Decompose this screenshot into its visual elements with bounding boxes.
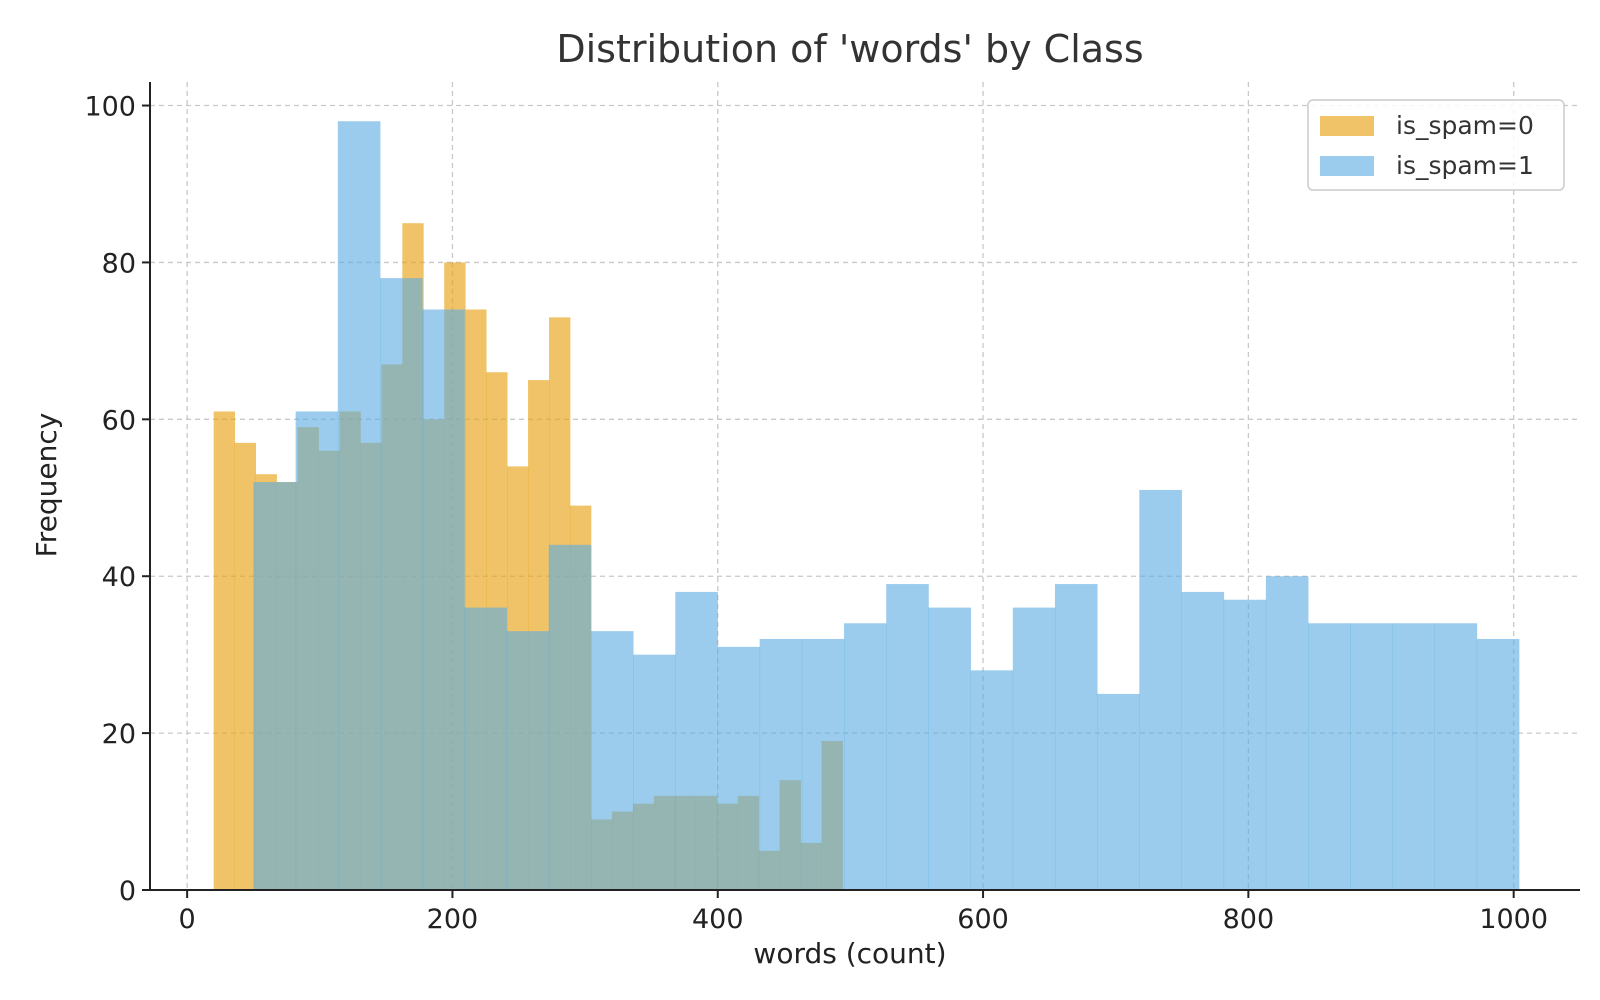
legend-item: is_spam=0 — [1320, 111, 1534, 140]
histogram-bar — [548, 544, 592, 890]
axes — [149, 82, 1580, 891]
x-tick-label: 1000 — [1479, 904, 1548, 935]
legend-swatch — [1320, 156, 1374, 176]
x-tick-label: 200 — [427, 904, 479, 935]
histogram-bar — [464, 607, 507, 890]
histogram-bar — [1265, 576, 1309, 890]
histogram-bar — [1476, 638, 1520, 890]
tick-labels: 0 200 400 600 800 1000 0 20 40 60 80 100 — [84, 92, 1548, 935]
x-tick-label: 400 — [692, 904, 744, 935]
histogram-bar — [253, 482, 297, 890]
histogram-bar — [422, 309, 465, 891]
legend: is_spam=0 is_spam=1 — [1307, 99, 1565, 191]
histogram-bar — [886, 584, 929, 890]
histogram-bar — [1097, 693, 1140, 890]
histogram-bar — [1139, 489, 1182, 890]
histogram-bar — [590, 631, 634, 890]
x-tick-label: 600 — [957, 904, 1009, 935]
histogram-bar — [717, 646, 761, 890]
y-axis-label: Frequency — [30, 413, 63, 558]
x-axis-label: words (count) — [753, 937, 946, 970]
histogram-bar — [1350, 623, 1393, 890]
histogram-bar — [801, 638, 845, 890]
legend-label: is_spam=1 — [1396, 151, 1534, 180]
histogram-bar — [970, 670, 1014, 890]
bars — [213, 121, 1520, 891]
histogram-bar — [234, 442, 256, 890]
histogram-bar — [1308, 623, 1351, 890]
histogram-bar — [844, 623, 887, 890]
y-tick-label: 100 — [84, 92, 136, 123]
histogram-bar — [1392, 623, 1436, 890]
histogram-bar — [1181, 591, 1225, 890]
histogram-bar — [633, 654, 676, 890]
histogram-bar — [1054, 584, 1098, 890]
histogram-bar — [295, 411, 339, 890]
legend-swatch — [1320, 116, 1374, 136]
histogram-bar — [928, 607, 971, 890]
histogram-bar — [506, 631, 550, 890]
y-tick-label: 60 — [102, 405, 136, 436]
y-tick-label: 40 — [102, 562, 136, 593]
y-tick-label: 20 — [102, 719, 136, 750]
y-tick-label: 0 — [119, 876, 136, 907]
legend-item: is_spam=1 — [1320, 151, 1534, 180]
histogram-bar — [759, 638, 803, 890]
histogram-bar — [1012, 607, 1056, 890]
x-tick-label: 800 — [1223, 904, 1275, 935]
legend-label: is_spam=0 — [1396, 111, 1534, 140]
y-tick-label: 80 — [102, 248, 136, 279]
chart-title: Distribution of 'words' by Class — [556, 27, 1143, 71]
histogram-bar — [380, 278, 423, 890]
histogram-bar — [1223, 599, 1267, 890]
x-tick-label: 0 — [179, 904, 196, 935]
histogram-bar — [675, 591, 718, 890]
histogram-bar — [337, 121, 381, 891]
histogram-bar — [1434, 623, 1478, 890]
series-is-spam-1 — [253, 121, 1520, 891]
histogram-bar — [213, 411, 236, 890]
